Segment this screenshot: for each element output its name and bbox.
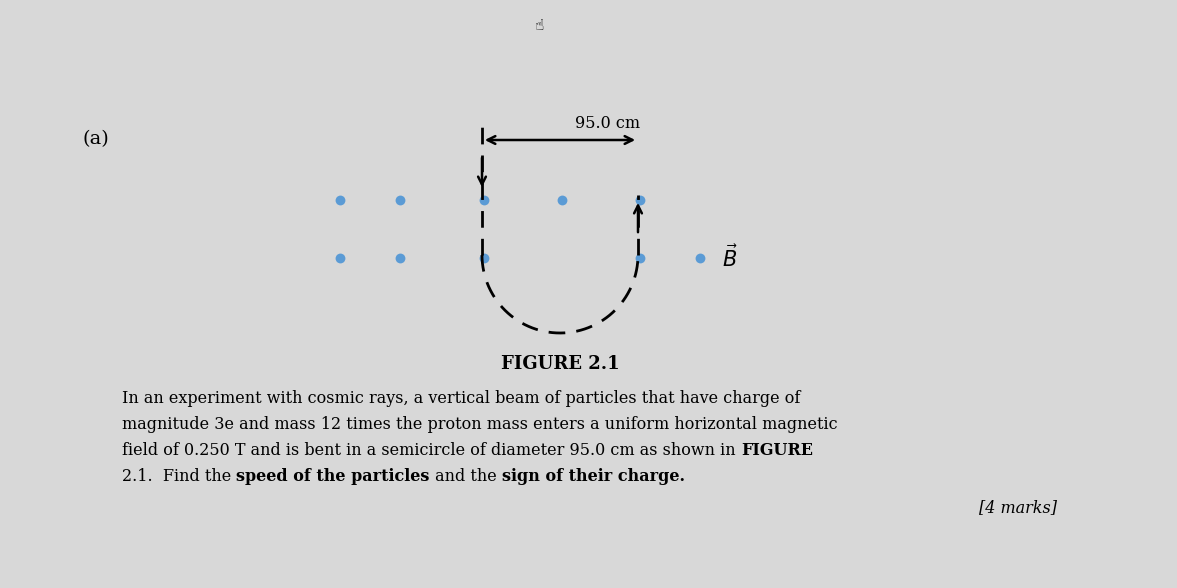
Text: magnitude 3e and mass 12 times the proton mass enters a uniform horizontal magne: magnitude 3e and mass 12 times the proto… [122, 416, 838, 433]
Point [631, 253, 650, 263]
Point [391, 195, 410, 205]
Text: FIGURE 2.1: FIGURE 2.1 [500, 355, 619, 373]
Point [331, 253, 350, 263]
Text: In an experiment with cosmic rays, a vertical beam of particles that have charge: In an experiment with cosmic rays, a ver… [122, 390, 800, 407]
Text: and the: and the [430, 468, 501, 485]
Point [691, 253, 710, 263]
Point [331, 195, 350, 205]
Text: FIGURE: FIGURE [740, 442, 813, 459]
Point [631, 195, 650, 205]
Text: 95.0 cm: 95.0 cm [576, 115, 640, 132]
Point [552, 195, 571, 205]
Point [391, 253, 410, 263]
Point [474, 253, 493, 263]
Text: (a): (a) [82, 130, 108, 148]
Text: ☝: ☝ [536, 18, 545, 33]
Text: sign of their charge.: sign of their charge. [501, 468, 685, 485]
Text: speed of the particles: speed of the particles [237, 468, 430, 485]
Text: field of 0.250 T and is bent in a semicircle of diameter 95.0 cm as shown in: field of 0.250 T and is bent in a semici… [122, 442, 740, 459]
Text: $\vec{B}$: $\vec{B}$ [722, 245, 738, 272]
Point [474, 195, 493, 205]
Text: [4 marks]: [4 marks] [979, 499, 1057, 516]
Text: 2.1.  Find the: 2.1. Find the [122, 468, 237, 485]
